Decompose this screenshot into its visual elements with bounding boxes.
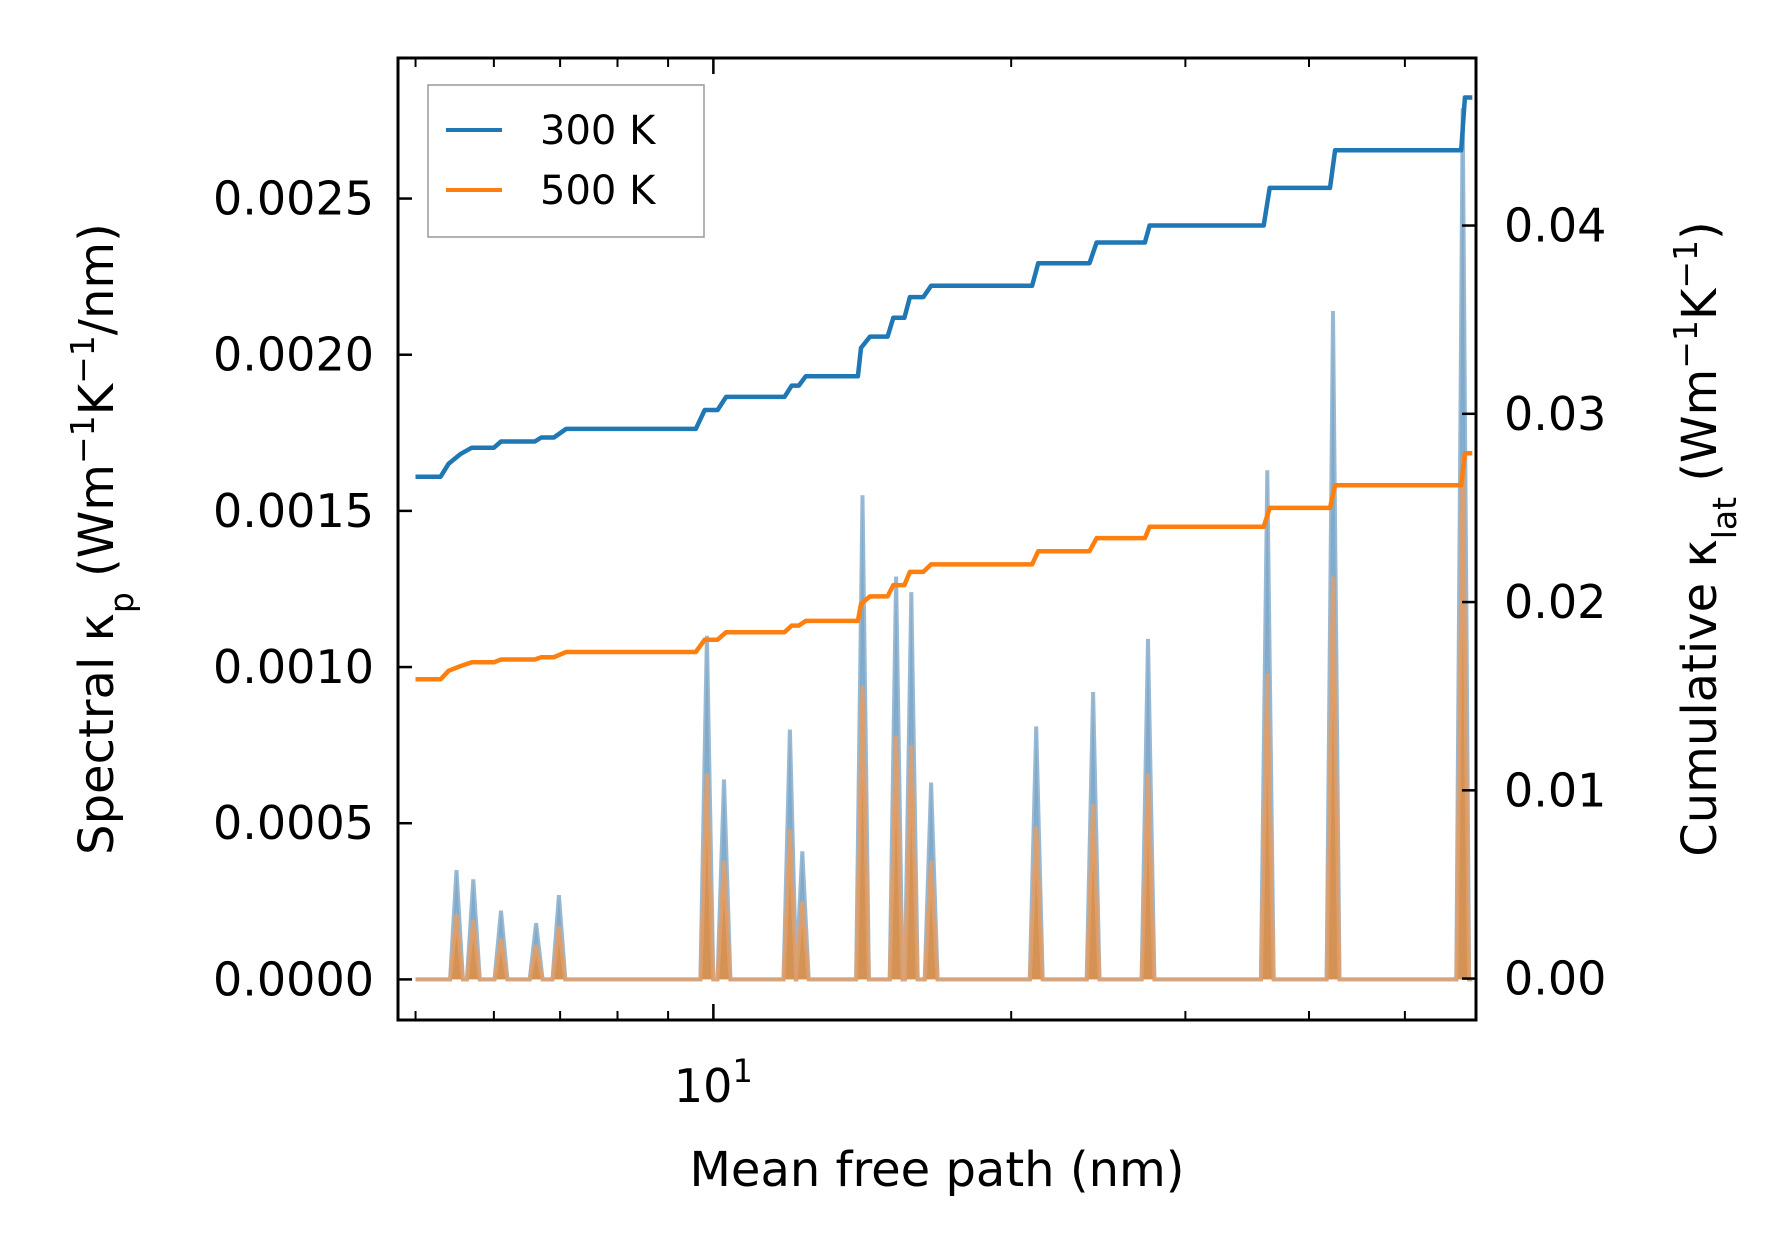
y-left-tick-label-1: 0.0005	[213, 796, 374, 850]
y-left-tick-label-2: 0.0010	[213, 640, 374, 694]
y-right-tick-label-2: 0.02	[1504, 575, 1606, 629]
x-axis-label: Mean free path (nm)	[690, 1142, 1185, 1198]
legend-label-500k: 500 K	[540, 168, 657, 214]
y-right-tick-label-0: 0.00	[1504, 952, 1606, 1006]
y-axis-label-left: Spectral κp (Wm−1K−1/nm)	[63, 223, 141, 855]
legend-label-300k: 300 K	[540, 108, 657, 154]
y-right-tick-label-1: 0.01	[1504, 763, 1606, 817]
spectral-line-500k	[415, 457, 1473, 982]
cumulative-line-500k	[415, 451, 1473, 682]
y-right-tick-label-4: 0.04	[1504, 199, 1606, 253]
spectral-layer	[415, 107, 1473, 982]
spectral-fill-500k	[415, 457, 1473, 980]
spectral-fill-300k	[415, 108, 1473, 980]
y-left-tick-label-4: 0.0020	[213, 328, 374, 382]
x-major-tick-label: 101	[674, 1052, 753, 1113]
spectral-line-300k	[415, 107, 1473, 982]
ticks-layer: 0.0000 0.0005 0.0010 0.0015 0.0020 0.0025 0.00…	[213, 58, 1606, 1113]
cumulative-line-300k	[415, 95, 1473, 479]
y-left-tick-label-0: 0.0000	[213, 952, 374, 1006]
legend: 300 K 500 K	[427, 84, 705, 238]
y-left-tick-label-5: 0.0025	[213, 172, 374, 226]
cumulative-layer	[415, 95, 1473, 682]
plot-frame	[396, 56, 1478, 1022]
y-axis-label-right: Cumulative κlat (Wm−1K−1)	[1666, 221, 1744, 857]
y-right-tick-label-3: 0.03	[1504, 387, 1606, 441]
y-left-tick-label-3: 0.0015	[213, 484, 374, 538]
legend-frame	[427, 84, 705, 238]
